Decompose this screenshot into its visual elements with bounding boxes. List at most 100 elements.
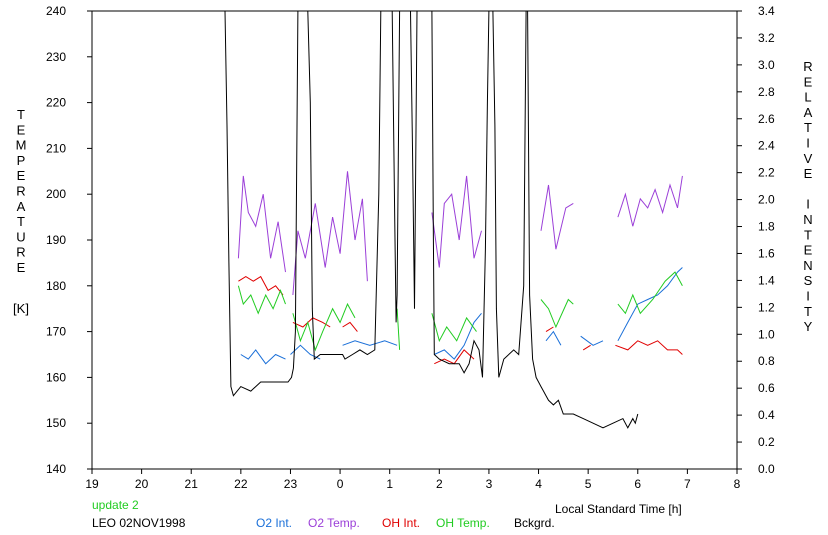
series-line-oh-temp <box>396 308 401 350</box>
y-right-label-letter: N <box>803 212 812 227</box>
y-right-tick-label: 2.8 <box>758 85 775 99</box>
station-date: LEO 02NOV1998 <box>92 516 186 530</box>
status-text: update 2 <box>92 498 139 512</box>
y-right-label-letter: I <box>806 197 810 212</box>
y-left-tick-label: 140 <box>46 462 66 476</box>
y-left-label-letter: P <box>17 153 26 168</box>
legend-oh-temp: OH Temp. <box>436 516 490 530</box>
series-line-o2-int <box>342 340 398 346</box>
y-left-tick-label: 190 <box>46 233 66 247</box>
series-line-o2-temp <box>292 171 368 296</box>
y-right-label-letter: Y <box>804 319 813 334</box>
y-right-tick-label: 1.2 <box>758 300 775 314</box>
y-left-label-letter: R <box>16 245 25 260</box>
y-left-tick-label: 160 <box>46 370 66 384</box>
y-right-label-letter: N <box>803 258 812 273</box>
x-axis-label: Local Standard Time [h] <box>555 502 682 516</box>
x-tick-label: 6 <box>634 477 641 491</box>
y-right-tick-label: 1.4 <box>758 273 775 287</box>
series-line-oh-int <box>342 321 358 332</box>
x-tick-label: 22 <box>234 477 248 491</box>
legend-o2-int: O2 Int. <box>256 516 292 530</box>
x-tick-label: 19 <box>85 477 99 491</box>
series-layer <box>224 11 683 429</box>
y-left-tick-label: 230 <box>46 50 66 64</box>
y-right-label-letter: E <box>804 243 813 258</box>
x-tick-label: 5 <box>585 477 592 491</box>
y-right-tick-label: 0.6 <box>758 381 775 395</box>
y-left-tick-label: 210 <box>46 141 66 155</box>
y-left-label-letter: U <box>16 229 25 244</box>
x-tick-label: 7 <box>684 477 691 491</box>
y-left-tick-label: 200 <box>46 187 66 201</box>
y-right-tick-label: 0.2 <box>758 435 775 449</box>
y-left-tick-label: 170 <box>46 325 66 339</box>
y-right-tick-label: 2.0 <box>758 193 775 207</box>
series-line-o2-int <box>580 335 604 346</box>
y-right-tick-label: 1.6 <box>758 246 775 260</box>
x-tick-label: 1 <box>386 477 393 491</box>
x-tick-label: 2 <box>436 477 443 491</box>
y-right-label-letter: V <box>804 151 813 166</box>
x-tick-label: 0 <box>337 477 344 491</box>
plot-area <box>91 10 738 470</box>
y-right-label-letter: T <box>804 304 812 319</box>
x-tick-label: 21 <box>185 477 199 491</box>
series-line-o2-temp <box>540 184 574 250</box>
y-left-tick-label: 220 <box>46 96 66 110</box>
series-line-oh-temp <box>540 298 574 329</box>
y-right-label-letter: T <box>804 227 812 242</box>
x-tick-label: 4 <box>535 477 542 491</box>
series-bckgrd <box>224 11 639 429</box>
y-right-tick-label: 3.0 <box>758 58 775 72</box>
y-right-tick-label: 2.4 <box>758 139 775 153</box>
y-right-label-letter: I <box>806 289 810 304</box>
series-line-o2-int <box>545 330 562 346</box>
y-right-label-letter: R <box>803 59 812 74</box>
y-right-tick-label: 0.8 <box>758 354 775 368</box>
y-left-tick-label: 180 <box>46 279 66 293</box>
y-right-tick-label: 0.4 <box>758 408 775 422</box>
series-o2-temp <box>237 171 683 296</box>
series-line-oh-int <box>238 275 284 296</box>
y-left-label-letter: M <box>16 138 27 153</box>
y-left-label-letter: E <box>17 260 26 275</box>
series-line-o2-temp <box>431 175 482 268</box>
series-line-o2-temp <box>617 175 683 227</box>
y-right-tick-label: 0.0 <box>758 462 775 476</box>
legend-bckgrd: Bckgrd. <box>514 516 555 530</box>
series-line-oh-temp <box>431 313 477 343</box>
y-left-label-letter: R <box>16 184 25 199</box>
y-right-label-letter: S <box>804 273 813 288</box>
y-left-label-letter: T <box>17 107 25 122</box>
y-left-label-letter: T <box>17 214 25 229</box>
series-line-oh-temp <box>237 285 286 315</box>
y-left-tick-label: 240 <box>46 4 66 18</box>
y-right-label-letter: I <box>806 136 810 151</box>
x-tick-label: 23 <box>284 477 298 491</box>
y-left-tick-label: 150 <box>46 416 66 430</box>
series-line-o2-int <box>290 344 321 360</box>
x-tick-label: 3 <box>486 477 493 491</box>
y-right-label-letter: A <box>804 105 813 120</box>
series-line-o2-temp <box>237 175 286 273</box>
y-left-label-letter: E <box>17 122 26 137</box>
axis-layer: 19 20 21 22 23 0 1 2 3 4 5 6 7 8140150160170180190200… <box>46 4 775 491</box>
y-left-label-letter: A <box>17 199 26 214</box>
y-right-tick-label: 2.2 <box>758 166 775 180</box>
legend-oh-int: OH Int. <box>382 516 420 530</box>
y-right-label-letter: E <box>804 166 813 181</box>
y-left-unit: [K] <box>13 301 29 316</box>
y-right-label-letter: E <box>804 74 813 89</box>
y-right-tick-label: 3.2 <box>758 31 775 45</box>
series-oh-temp <box>237 271 683 352</box>
y-right-tick-label: 2.6 <box>758 112 775 126</box>
legend-o2-temp: O2 Temp. <box>308 516 360 530</box>
series-o2-int <box>240 267 683 365</box>
series-line-oh-int <box>615 340 683 355</box>
y-right-label-letter: T <box>804 120 812 135</box>
y-right-tick-label: 1.0 <box>758 327 775 341</box>
x-tick-label: 8 <box>734 477 741 491</box>
